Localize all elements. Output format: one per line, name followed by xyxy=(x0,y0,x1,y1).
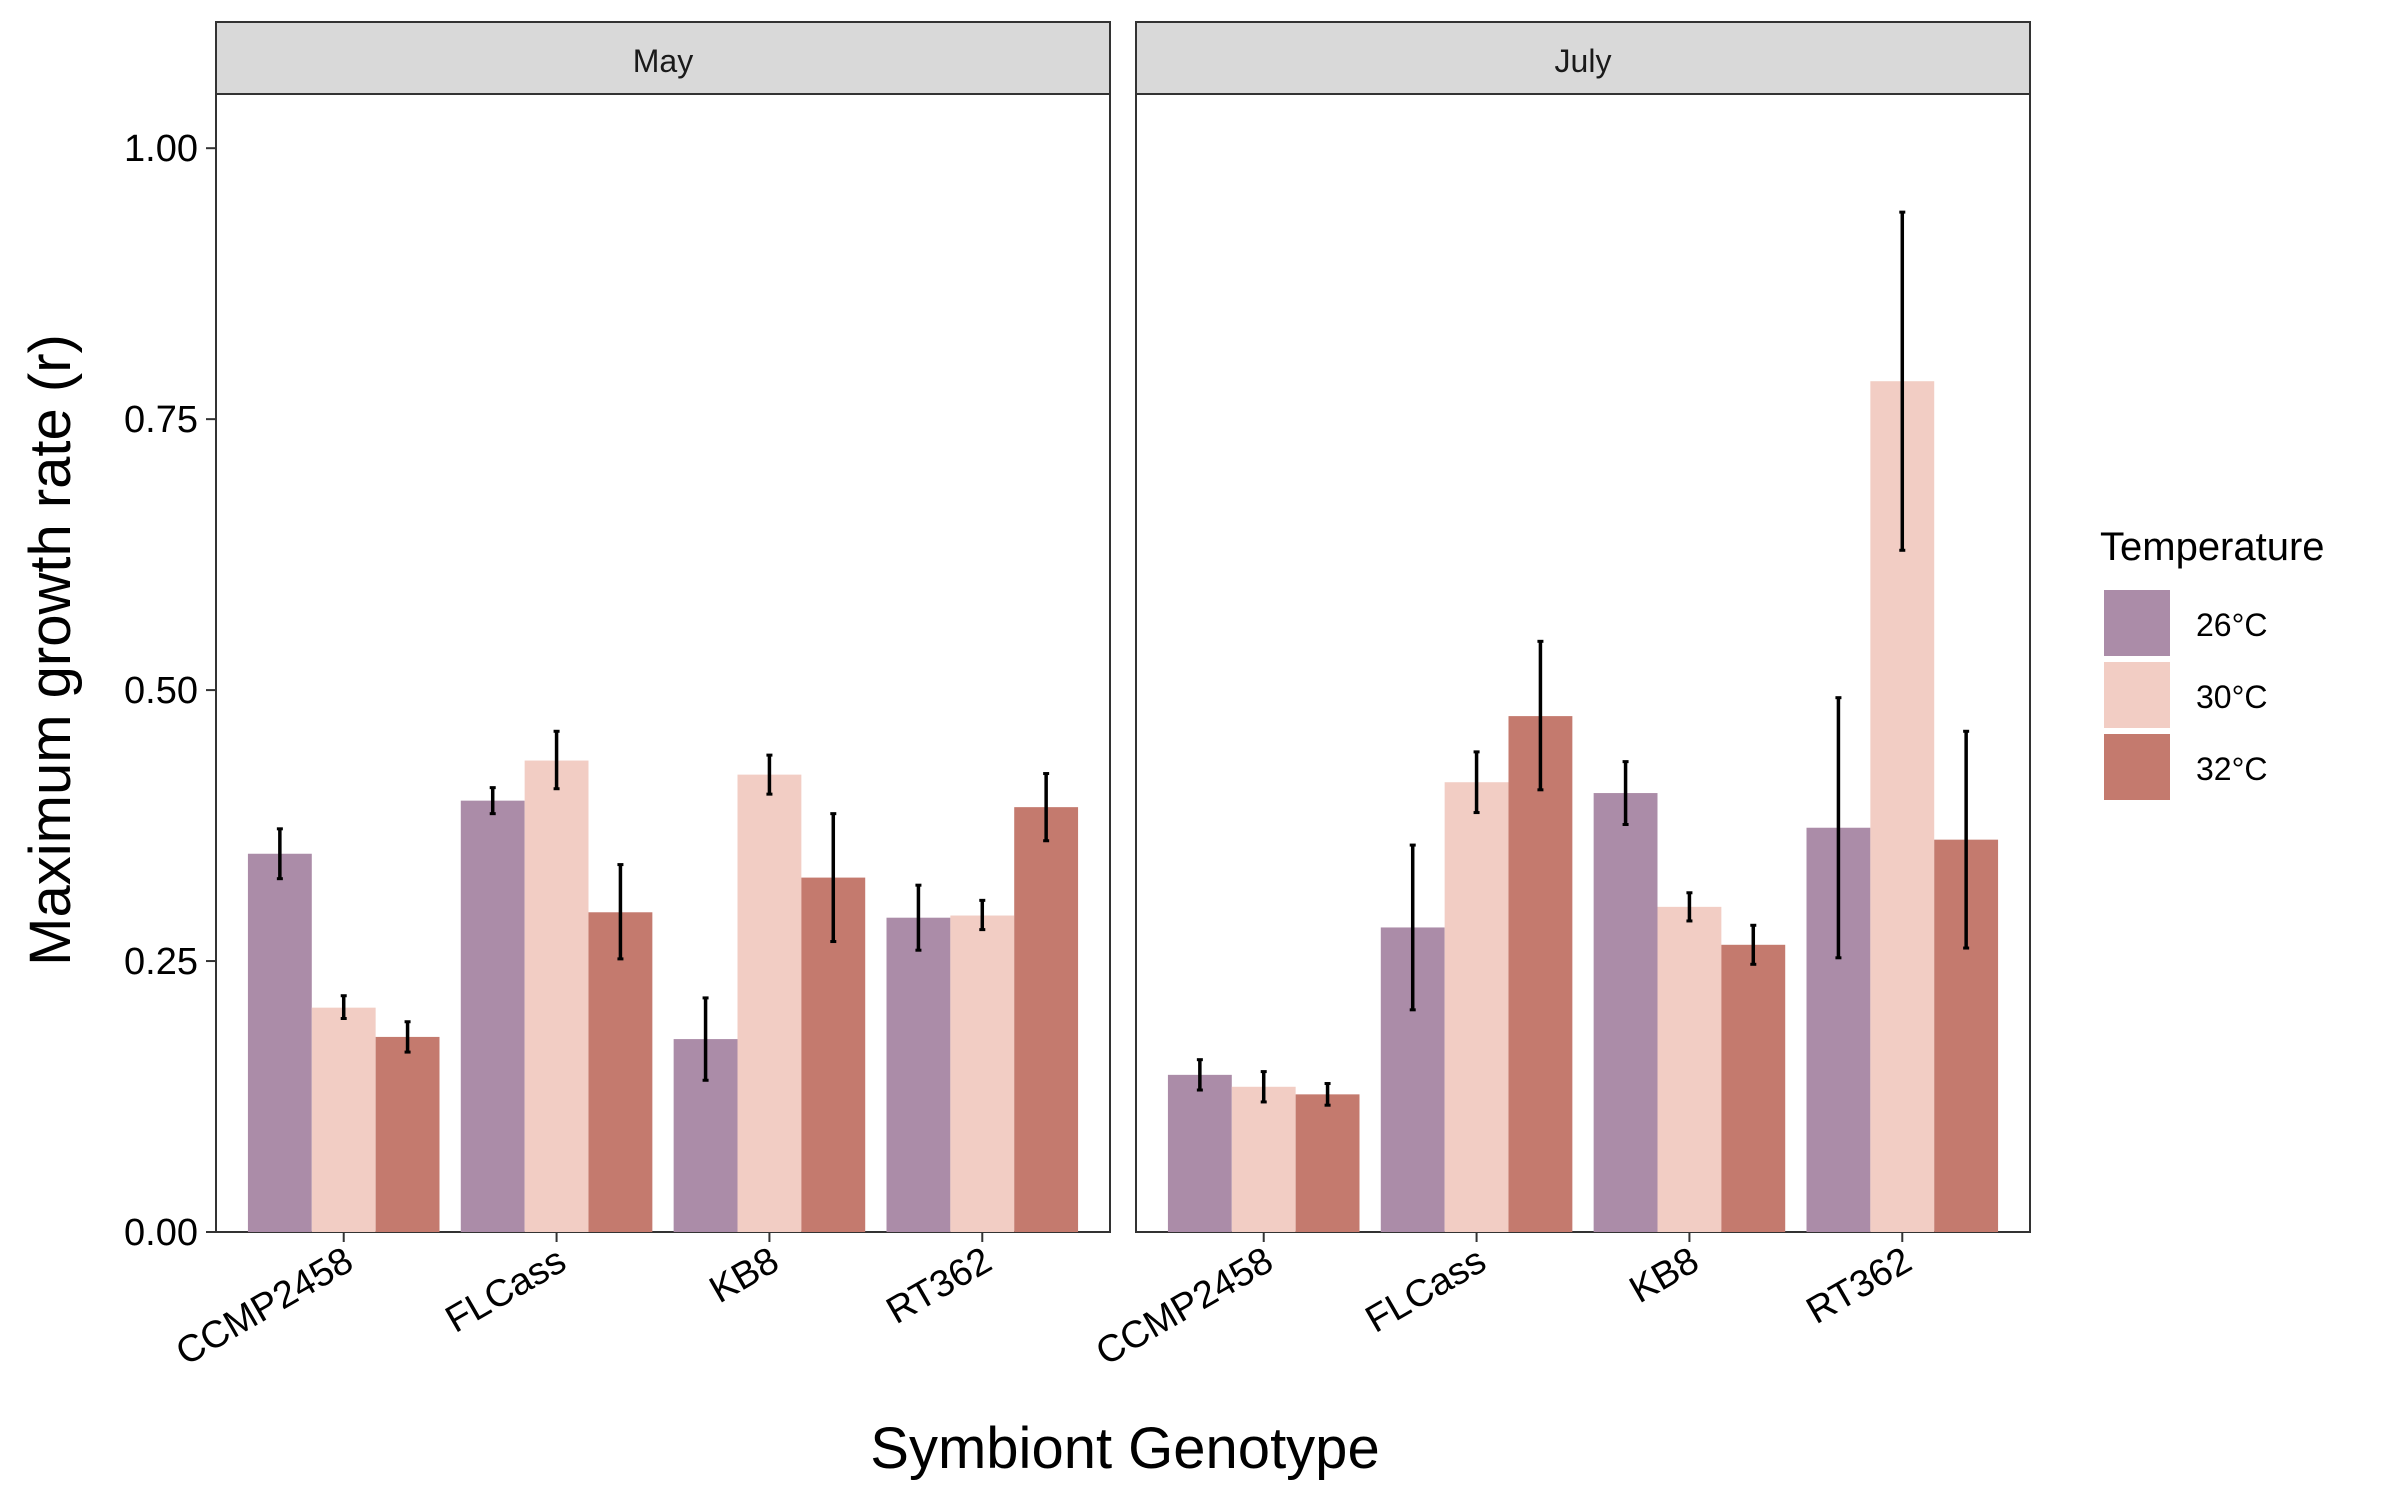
legend-key-26 xyxy=(2104,590,2170,656)
x-tick-label: CCMP2458 xyxy=(1089,1239,1280,1374)
facet-panels: May CCMP2458 FLCass KB8 RT362 July CCMP2458 FLC… xyxy=(124,21,2031,1374)
y-tick-label: 0.00 xyxy=(124,1212,198,1254)
bar-may-rt362-1 xyxy=(950,915,1015,1232)
x-tick-label: KB8 xyxy=(1623,1239,1706,1311)
x-tick-label: FLCass xyxy=(1359,1239,1493,1341)
x-tick-label: RT362 xyxy=(1800,1239,1919,1332)
error-bar xyxy=(766,753,773,796)
error-bar xyxy=(1686,891,1693,923)
error-bar xyxy=(489,786,496,816)
bar-may-kb8-1 xyxy=(737,774,802,1232)
error-bar xyxy=(617,863,624,961)
y-tick-label: 0.50 xyxy=(124,670,198,712)
legend: Temperature 26°C 30°C 32°C xyxy=(2100,525,2325,800)
y-axis: 0.00 0.25 0.50 0.75 1.00 xyxy=(124,128,216,1254)
bar-july-kb8-0 xyxy=(1593,793,1658,1232)
x-axis-title: Symbiont Genotype xyxy=(870,1416,1379,1481)
error-bar xyxy=(276,827,283,881)
bar-may-flcass-0 xyxy=(460,800,525,1232)
y-tick-label: 0.25 xyxy=(124,941,198,983)
bar-may-ccmp2458-2 xyxy=(375,1036,440,1232)
legend-label-32: 32°C xyxy=(2196,751,2268,787)
error-bar xyxy=(1043,772,1050,843)
legend-key-32 xyxy=(2104,734,2170,800)
error-bar xyxy=(915,883,922,952)
x-tick-label: CCMP2458 xyxy=(169,1239,360,1374)
error-bar xyxy=(702,996,709,1082)
bar-may-flcass-1 xyxy=(524,760,589,1232)
bar-may-ccmp2458-1 xyxy=(311,1007,376,1232)
error-bar xyxy=(340,994,347,1020)
error-bar xyxy=(1260,1070,1267,1104)
legend-title: Temperature xyxy=(2100,525,2325,569)
y-tick-label: 0.75 xyxy=(124,399,198,441)
error-bar xyxy=(1473,750,1480,815)
y-axis-title: Maximum growth rate (r) xyxy=(18,334,83,966)
error-bar xyxy=(979,898,986,932)
bar-may-rt362-2 xyxy=(1014,807,1079,1232)
bar-may-ccmp2458-0 xyxy=(247,853,312,1232)
bar-july-kb8-2 xyxy=(1721,944,1786,1232)
bar-july-ccmp2458-2 xyxy=(1295,1094,1360,1232)
error-bar xyxy=(1409,843,1416,1012)
x-tick-label: KB8 xyxy=(703,1239,786,1311)
panel-july: July CCMP2458 FLCass KB8 RT362 xyxy=(1089,21,2031,1374)
error-bar xyxy=(404,1020,411,1054)
bar-may-rt362-0 xyxy=(886,917,951,1232)
legend-label-30: 30°C xyxy=(2196,679,2268,715)
bar-july-kb8-1 xyxy=(1657,906,1722,1232)
facet-strip-label: July xyxy=(1555,43,1612,79)
facet-strip xyxy=(215,21,1111,95)
facet-strip xyxy=(1135,21,2031,95)
y-tick-label: 1.00 xyxy=(124,128,198,170)
error-bar xyxy=(1899,210,1906,552)
error-bar xyxy=(1196,1058,1203,1092)
bar-july-ccmp2458-0 xyxy=(1167,1074,1232,1232)
x-tick-label: FLCass xyxy=(439,1239,573,1341)
bar-july-ccmp2458-1 xyxy=(1231,1086,1296,1232)
error-bar xyxy=(1537,639,1544,792)
error-bar xyxy=(1750,923,1757,966)
error-bar xyxy=(1324,1082,1331,1107)
x-tick-label: RT362 xyxy=(880,1239,999,1332)
error-bar xyxy=(830,812,837,944)
bar-july-flcass-2 xyxy=(1508,716,1573,1232)
legend-key-30 xyxy=(2104,662,2170,728)
bar-july-flcass-1 xyxy=(1444,782,1509,1232)
error-bar xyxy=(1963,729,1970,950)
facet-strip-label: May xyxy=(633,43,693,79)
legend-label-26: 26°C xyxy=(2196,607,2268,643)
bar-may-flcass-2 xyxy=(588,912,653,1232)
error-bar xyxy=(1622,760,1629,826)
error-bar xyxy=(1835,696,1842,960)
panel-may: May CCMP2458 FLCass KB8 RT362 xyxy=(169,21,1111,1374)
error-bar xyxy=(553,729,560,791)
